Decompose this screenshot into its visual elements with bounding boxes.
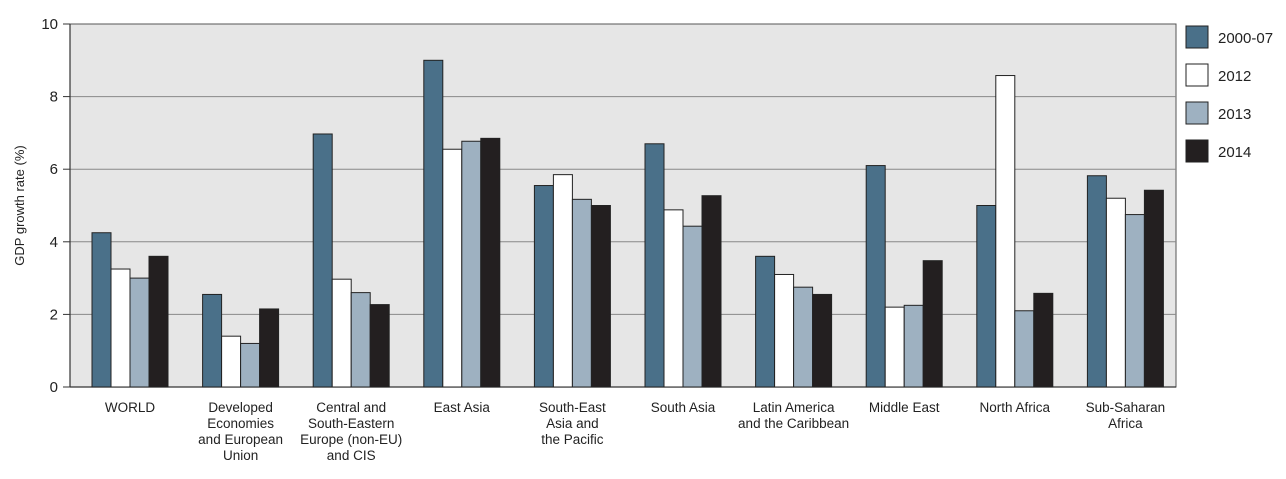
bar-2012-0 [110,268,131,388]
bar-2014-3 [480,137,501,388]
x-axis-labels: WORLD Developed Economies and European Union… [105,400,1165,463]
bar-2012-7 [884,306,905,388]
y-tick-label: 8 [50,89,58,106]
category-label: Central and South-Eastern Europe (non-EU) a… [300,400,402,463]
category-label: WORLD [105,400,156,415]
category-label: Sub-Saharan Africa [1086,400,1166,431]
category-label: Latin America and the Caribbean [738,400,849,431]
bar-2013-5 [682,225,703,388]
bar-2014-9 [1143,189,1164,388]
bar-2000-07-2 [312,133,333,388]
bar-2012-4 [552,174,573,388]
y-tick-label: 6 [50,161,58,178]
legend-swatch [1185,25,1209,49]
bar-2000-07-5 [644,143,665,388]
bar-2012-8 [995,75,1016,388]
bar-2013-8 [1014,310,1035,388]
legend-swatch [1185,101,1209,125]
y-tick-label: 10 [41,16,58,33]
bar-2012-3 [442,148,463,388]
bar-2013-0 [129,277,150,388]
bar-2000-07-8 [976,205,997,388]
legend-label: 2000-07 [1218,30,1273,47]
bar-2012-9 [1105,197,1126,388]
legend-label: 2012 [1218,68,1251,85]
bar-2014-4 [590,205,611,388]
bar-2012-1 [221,335,242,388]
bar-2013-9 [1124,214,1145,388]
bar-2013-6 [793,286,814,388]
bar-2000-07-9 [1086,175,1107,388]
bar-2000-07-7 [865,165,886,388]
bar-2014-2 [369,304,390,388]
bar-2000-07-4 [533,185,554,388]
bar-2000-07-0 [91,232,112,388]
y-tick-label: 2 [50,306,58,323]
bar-2013-7 [903,304,924,388]
bar-2014-5 [701,195,722,388]
category-label: North Africa [980,400,1051,415]
y-tick-label: 4 [50,234,58,251]
legend: 2000-07 2012 2013 2014 [1185,25,1273,163]
bar-2013-1 [240,342,261,388]
bar-2012-5 [663,209,684,388]
bar-2013-2 [350,292,371,388]
bar-2014-6 [812,293,833,388]
bar-2000-07-1 [202,293,223,388]
bar-2013-3 [461,140,482,388]
bars [91,59,1164,388]
category-label: East Asia [434,400,491,415]
y-tick-label: 0 [50,379,58,396]
category-label: Middle East [869,400,940,415]
bar-2013-4 [571,198,592,388]
legend-swatch [1185,63,1209,87]
bar-2012-6 [774,273,795,388]
category-label: South-East Asia and the Pacific [539,400,606,447]
bar-2014-7 [922,260,943,388]
category-label: South Asia [651,400,716,415]
legend-label: 2013 [1218,106,1251,123]
bar-2014-1 [259,308,280,388]
bar-2000-07-3 [423,59,444,388]
legend-swatch [1185,139,1209,163]
y-axis-label: GDP growth rate (%) [12,145,27,265]
bar-2000-07-6 [755,255,776,388]
bar-2014-8 [1033,292,1054,388]
bar-2012-2 [331,278,352,388]
bar-2014-0 [148,255,169,388]
legend-label: 2014 [1218,144,1251,161]
category-label: Developed Economies and European Union [198,400,283,463]
